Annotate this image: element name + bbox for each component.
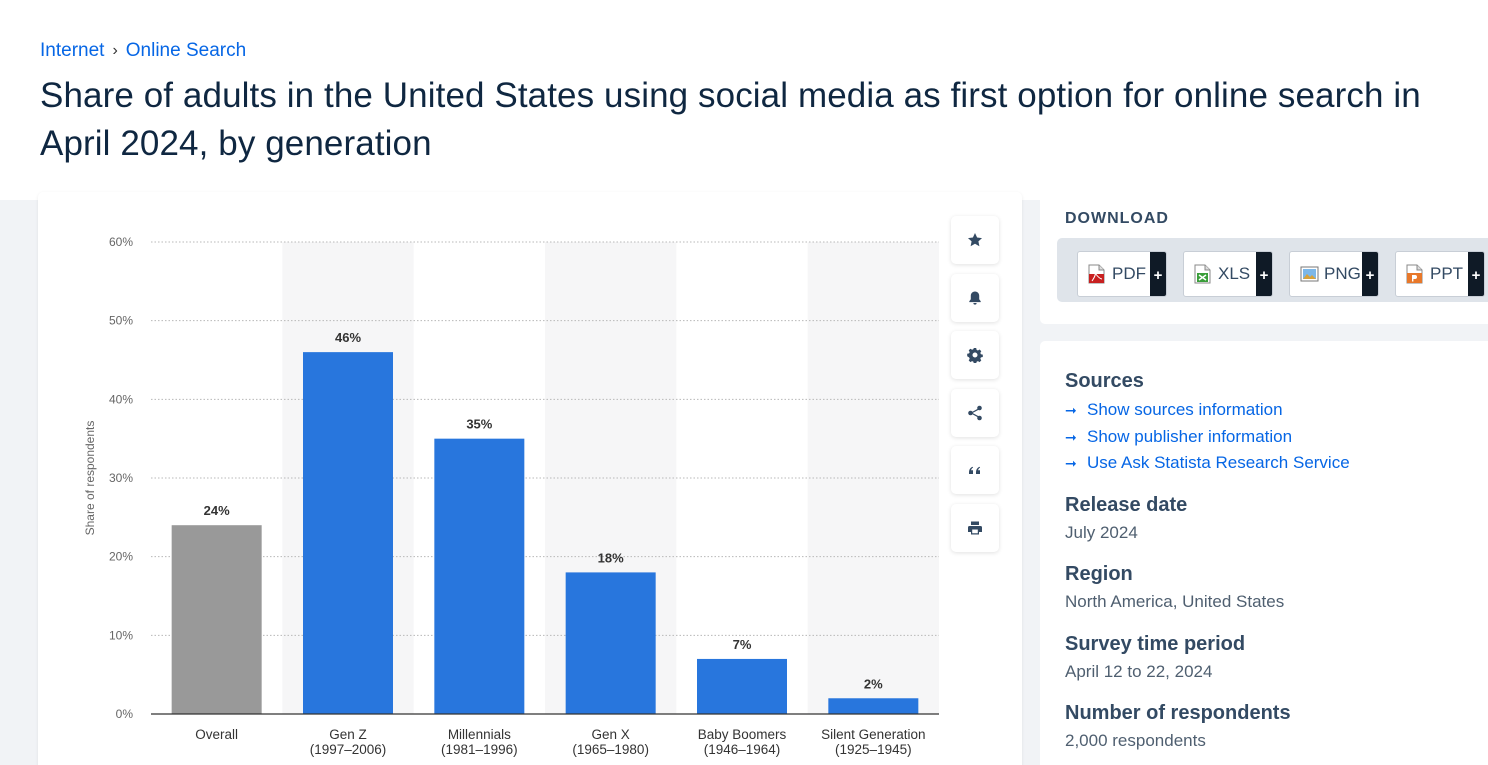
share-button[interactable] (951, 388, 999, 437)
download-ppt-plus: + (1468, 252, 1484, 296)
x-tick-label: Gen X (592, 727, 630, 742)
respondents-heading: Number of respondents (1065, 702, 1291, 724)
bar-gen-x (565, 572, 656, 714)
download-png-label: PNG (1324, 264, 1361, 283)
release-date-value: July 2024 (1065, 523, 1138, 542)
sources-heading: Sources (1065, 370, 1144, 392)
download-png-plus: + (1362, 252, 1378, 296)
x-tick-sublabel: (1965–1980) (572, 742, 649, 757)
png-file-icon (1300, 264, 1319, 284)
statistic-info-card (1040, 341, 1488, 765)
share-icon (968, 405, 982, 420)
y-tick-label: 60% (109, 235, 133, 249)
gear-icon (967, 348, 983, 363)
y-tick-label: 40% (109, 392, 133, 406)
data-label: 35% (466, 417, 492, 432)
bar-baby-boomers (697, 658, 787, 714)
download-xls-label: XLS (1218, 264, 1251, 283)
show-sources-label: Show sources information (1087, 400, 1283, 419)
data-label: 2% (864, 676, 883, 691)
cite-button[interactable] (951, 446, 999, 494)
download-pdf-plus: + (1150, 252, 1166, 296)
bar-gen-z (303, 352, 393, 714)
show-sources-link[interactable]: ➞ Show sources information (1065, 400, 1283, 420)
y-tick-label: 0% (116, 707, 134, 721)
xls-file-icon (1194, 264, 1211, 284)
download-png-button[interactable]: PNG + (1289, 251, 1379, 297)
settings-button[interactable] (951, 331, 999, 379)
bar-overall (171, 525, 262, 714)
download-xls-plus: + (1256, 252, 1272, 296)
x-tick-label: Millennials (448, 727, 511, 742)
x-tick-sublabel: (1925–1945) (835, 742, 912, 757)
ask-statista-link[interactable]: ➞ Use Ask Statista Research Service (1065, 453, 1350, 473)
bar-millennials (434, 438, 525, 714)
data-label: 18% (598, 550, 624, 565)
arrow-right-icon: ➞ (1065, 428, 1077, 445)
breadcrumb-online-search[interactable]: Online Search (125, 40, 247, 61)
release-date-heading: Release date (1065, 494, 1188, 516)
arrow-right-icon: ➞ (1065, 401, 1077, 418)
download-options: PDF + XLS + PNG + PPT + (1057, 238, 1488, 302)
x-tick-label: Gen Z (329, 727, 367, 742)
bell-icon (969, 291, 981, 305)
quote-icon (969, 466, 981, 474)
page-header-background (0, 0, 1488, 200)
y-tick-label: 30% (109, 471, 133, 485)
print-icon (968, 521, 982, 534)
x-tick-label: Silent Generation (821, 727, 925, 742)
download-ppt-label: PPT (1430, 264, 1464, 283)
print-button[interactable] (951, 503, 999, 552)
x-tick-sublabel: (1997–2006) (310, 742, 387, 757)
download-card: DOWNLOAD PDF + XLS + PNG + P (1040, 192, 1488, 324)
data-label: 46% (335, 330, 361, 345)
page-title: Share of adults in the United States usi… (40, 76, 1421, 163)
y-tick-label: 50% (109, 314, 133, 328)
breadcrumb-separator: › (112, 42, 118, 59)
download-ppt-button[interactable]: PPT + (1395, 251, 1485, 297)
download-pdf-label: PDF (1112, 264, 1146, 283)
x-tick-label: Baby Boomers (698, 727, 787, 742)
favorite-button[interactable] (951, 216, 999, 264)
star-icon (968, 233, 982, 247)
data-label: 7% (733, 637, 752, 652)
bar-silent-generation (828, 698, 919, 714)
download-title: DOWNLOAD (1065, 210, 1169, 227)
breadcrumb-internet[interactable]: Internet (40, 40, 105, 61)
chart-toolbar (951, 216, 999, 561)
pdf-file-icon (1088, 264, 1105, 284)
download-xls-button[interactable]: XLS + (1183, 251, 1273, 297)
x-tick-sublabel: (1981–1996) (441, 742, 518, 757)
region-heading: Region (1065, 563, 1133, 585)
respondents-value: 2,000 respondents (1065, 731, 1206, 750)
region-value: North America, United States (1065, 592, 1285, 611)
y-axis-title: Share of respondents (83, 421, 97, 536)
data-label: 24% (204, 503, 230, 518)
notification-button[interactable] (951, 273, 999, 322)
bar-chart: 0% 10% 20% 30% 40% 50% 60% Share of respondents… (83, 235, 939, 757)
survey-period-value: April 12 to 22, 2024 (1065, 662, 1213, 681)
y-tick-label: 20% (109, 550, 133, 564)
x-tick-label: Overall (195, 727, 238, 742)
ppt-file-icon (1406, 264, 1423, 284)
x-tick-sublabel: (1946–1964) (704, 742, 781, 757)
breadcrumb: Internet › Online Search (40, 40, 246, 62)
chart-card: 0% 10% 20% 30% 40% 50% 60% Share of respondents… (38, 192, 1022, 765)
arrow-right-icon: ➞ (1065, 454, 1077, 471)
ask-statista-label: Use Ask Statista Research Service (1087, 453, 1350, 472)
y-tick-label: 10% (109, 628, 133, 642)
show-publisher-link[interactable]: ➞ Show publisher information (1065, 427, 1292, 447)
survey-period-heading: Survey time period (1065, 633, 1246, 655)
download-pdf-button[interactable]: PDF + (1077, 251, 1167, 297)
show-publisher-label: Show publisher information (1087, 427, 1293, 446)
